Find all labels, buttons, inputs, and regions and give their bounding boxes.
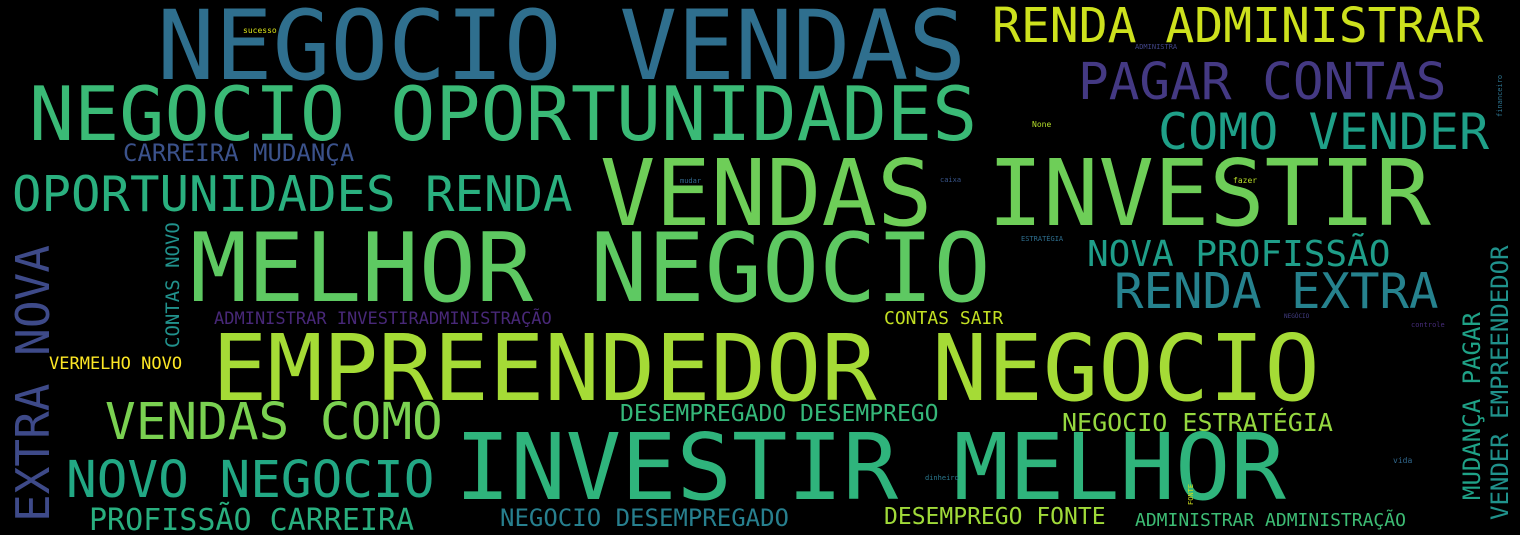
word-melhor-negocio: MELHOR NEGOCIO: [190, 214, 991, 324]
word-contas-novo: CONTAS NOVO: [162, 222, 184, 348]
word-profissao-carreira: PROFISSÃO CARREIRA: [89, 503, 415, 535]
word-pagar-contas: PAGAR CONTAS: [1078, 53, 1447, 112]
word-vendas-como: VENDAS COMO: [105, 393, 443, 452]
word-investir-melhor: INVESTIR MELHOR: [455, 414, 1286, 521]
word-desemprego-fonte: DESEMPREGO FONTE: [884, 504, 1106, 530]
word-como-vender: COMO VENDER: [1158, 103, 1490, 161]
word-empreendedor-negocio: EMPREENDEDOR NEGOCIO: [212, 315, 1320, 422]
word-mudar: mudar: [680, 177, 702, 185]
word-negocio-small: NEGÓCIO: [1284, 313, 1310, 320]
word-contas-sair: CONTAS SAIR: [884, 308, 1004, 329]
word-extra-nova: EXTRA NOVA: [6, 245, 60, 522]
word-vender-empreendedor: VENDER EMPREENDEDOR: [1486, 245, 1514, 520]
word-vida: vida: [1393, 456, 1413, 465]
word-none: None: [1032, 120, 1052, 129]
word-negocio-desempregado: NEGOCIO DESEMPREGADO: [500, 504, 789, 532]
word-vermelho-novo: VERMELHO NOVO: [49, 354, 183, 374]
word-administrar-investir: ADMINISTRAR INVESTIRADMINISTRAÇÃO: [214, 309, 552, 329]
word-oportunidades-renda: OPORTUNIDADES RENDA: [12, 166, 573, 223]
word-fonte-small: FONTE: [1187, 483, 1195, 505]
word-caixa: caixa: [940, 176, 962, 184]
word-novo-negocio: NOVO NEGOCIO: [66, 451, 435, 510]
word-mudanca-pagar: MUDANÇA PAGAR: [1458, 312, 1486, 500]
word-sucesso: sucesso: [243, 26, 277, 35]
word-fazer: fazer: [1233, 176, 1258, 185]
word-dinheiro: dinheiro: [925, 474, 959, 482]
word-negocio-estrategia: NEGOCIO ESTRATÉGIA: [1062, 408, 1333, 437]
word-nova-profissao: NOVA PROFISSÃO: [1087, 234, 1391, 275]
word-carreira-mudanca: CARREIRA MUDANÇA: [123, 139, 355, 167]
word-desempregado-desemprego: DESEMPREGADO DESEMPREGO: [620, 401, 939, 427]
word-administrar-administracao: ADMINISTRAR ADMINISTRAÇÃO: [1135, 510, 1406, 531]
word-renda-administrar: RENDA ADMINISTRAR: [992, 0, 1484, 54]
word-administra: ADMINISTRA: [1135, 43, 1178, 51]
word-renda-extra: RENDA EXTRA: [1114, 263, 1439, 320]
word-negocio-oportunidades: NEGOCIO OPORTUNIDADES: [29, 70, 978, 158]
word-negocio-vendas: NEGOCIO VENDAS: [157, 0, 967, 102]
word-vendas-investir: VENDAS INVESTIR: [600, 140, 1431, 247]
word-estrategia: ESTRATÉGIA: [1021, 235, 1064, 243]
word-controle: controle: [1411, 321, 1445, 329]
word-financeiro: financeiro: [1496, 74, 1504, 117]
